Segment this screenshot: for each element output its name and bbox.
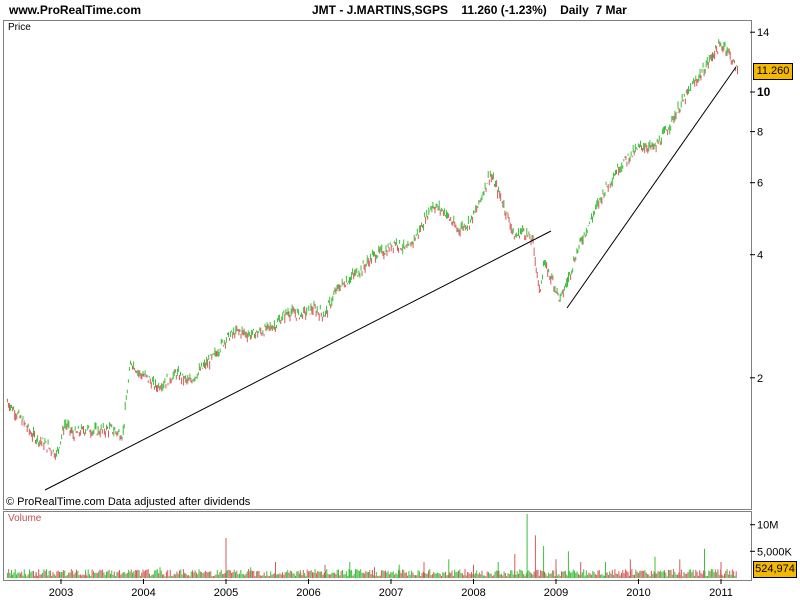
y-tick-label: 6 — [757, 178, 763, 190]
volume-bars — [6, 514, 737, 578]
volume-tick-label: 5,000K — [757, 546, 793, 558]
x-tick-label: 2008 — [461, 587, 485, 599]
x-tick-label: 2007 — [379, 587, 403, 599]
x-tick-label: 2009 — [544, 587, 568, 599]
copyright-note: © ProRealTime.com Data adjusted after di… — [6, 496, 251, 508]
volume-panel-label: Volume — [8, 513, 42, 524]
y-tick-label: 4 — [757, 250, 763, 262]
volume-tick-label: 10M — [757, 520, 778, 532]
trendline-recovery — [566, 66, 737, 309]
x-tick-label: 2004 — [131, 587, 155, 599]
x-tick-label: 2005 — [214, 587, 238, 599]
instrument-title: JMT - J.MARTINS,SGPS 11.260 (-1.23%) Dai… — [312, 3, 627, 17]
symbol-name: JMT - J.MARTINS,SGPS — [312, 3, 449, 17]
last-volume-tag: 524,974 — [753, 561, 797, 578]
last-price-change: 11.260 (-1.23%) — [461, 3, 547, 17]
price-panel-label: Price — [8, 22, 31, 33]
y-tick-label: 2 — [757, 373, 763, 385]
y-tick-label: 8 — [757, 127, 763, 139]
trendline-long — [44, 230, 552, 491]
y-tick-label: 10 — [757, 85, 771, 99]
axes: 2 4 6 8 10 14 10M 5,000K 2003 2004 2005 2006 2007 200… — [49, 27, 793, 599]
last-volume-tag-text: 524,974 — [755, 563, 795, 575]
volume-panel: Volume — [3, 511, 752, 581]
price-bars — [6, 39, 738, 460]
y-tick-label: 14 — [757, 27, 769, 39]
x-tick-label: 2011 — [709, 587, 733, 599]
price-panel: Price © ProRealTime.com Data adjusted af… — [3, 20, 752, 510]
chart-header: www.ProRealTime.com JMT - J.MARTINS,SGPS… — [0, 0, 800, 20]
x-tick-label: 2010 — [626, 587, 650, 599]
last-price-tag: 11.260 — [753, 63, 793, 80]
last-price-tag-text: 11.260 — [756, 65, 790, 77]
x-tick-label: 2003 — [49, 587, 73, 599]
period-label: Daily 7 Mar — [560, 3, 627, 17]
site-name[interactable]: www.ProRealTime.com — [9, 3, 142, 17]
x-tick-label: 2006 — [296, 587, 320, 599]
